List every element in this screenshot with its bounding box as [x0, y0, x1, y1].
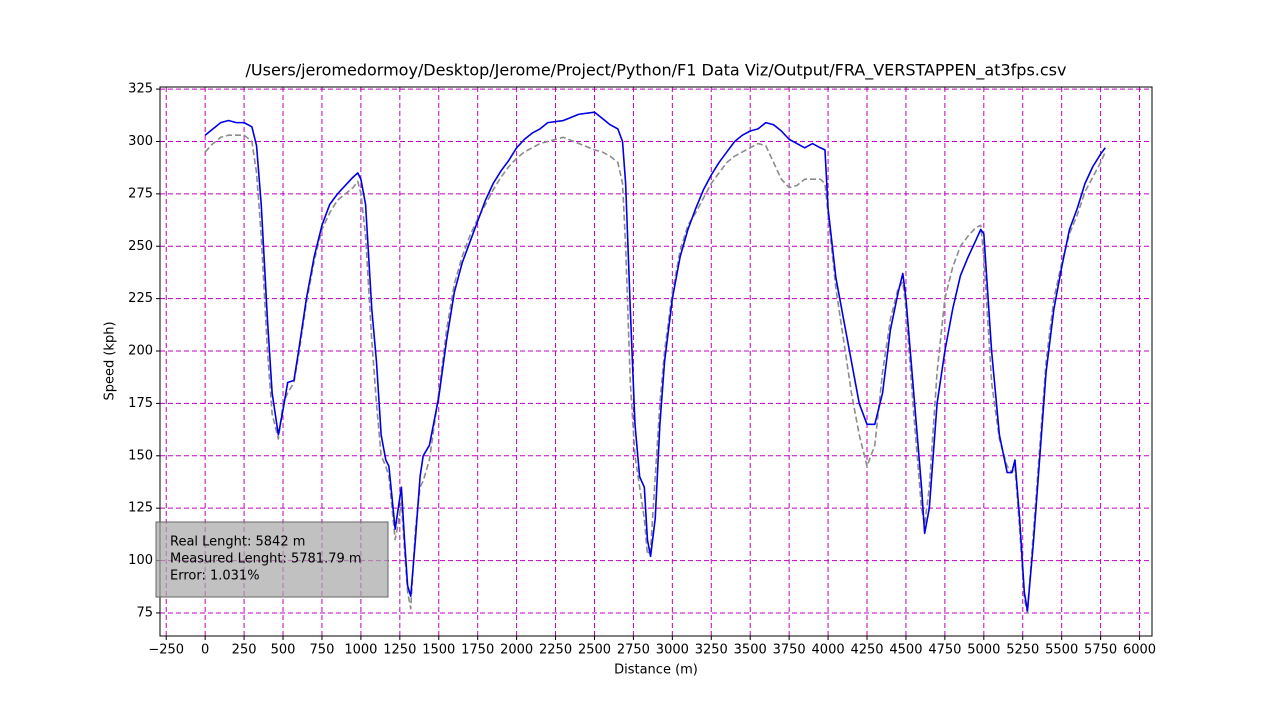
x-axis-label: Distance (m): [614, 663, 698, 678]
y-tick-label: 175: [128, 396, 153, 411]
x-tick-label: 1500: [422, 643, 455, 658]
x-tick-label: 3000: [656, 643, 689, 658]
y-tick-label: 150: [128, 448, 153, 463]
x-tick-label: 3500: [734, 643, 767, 658]
x-tick-label: −250: [148, 643, 184, 658]
x-tick-label: 5000: [967, 643, 1000, 658]
line-series: [204, 134, 1107, 614]
x-tick-label: 4500: [889, 643, 922, 658]
x-tick-label: 2250: [539, 643, 572, 658]
y-tick-label: 75: [136, 605, 153, 620]
y-axis-label: Speed (kph): [103, 321, 118, 400]
x-tick-label: 4750: [928, 643, 961, 658]
axes-frame: [159, 86, 1153, 637]
x-tick-label: 500: [271, 643, 296, 658]
annotation-text: Real Lenght: 5842 m: [170, 535, 305, 550]
y-tick-label: 300: [128, 134, 153, 149]
annotation-text: Error: 1.031%: [170, 569, 260, 584]
x-tick-label: 3750: [773, 643, 806, 658]
y-tick-label: 125: [128, 501, 153, 516]
y-tick-label: 275: [128, 186, 153, 201]
x-tick-label: 750: [310, 643, 335, 658]
x-tick-label: 5250: [1006, 643, 1039, 658]
x-tick-label: 5500: [1045, 643, 1078, 658]
y-tick-label: 325: [128, 82, 153, 97]
x-tick-label: 5750: [1084, 643, 1117, 658]
x-tick-label: 4250: [850, 643, 883, 658]
x-tick-label: 1000: [344, 643, 377, 658]
x-tick-label: 6000: [1123, 643, 1156, 658]
x-tick-label: 1750: [461, 643, 494, 658]
y-tick-label: 225: [128, 291, 153, 306]
line-series: [204, 111, 1106, 612]
y-tick-label: 250: [128, 239, 153, 254]
x-tick-label: 2500: [578, 643, 611, 658]
x-tick-label: 0: [201, 643, 209, 658]
x-tick-label: 3250: [695, 643, 728, 658]
y-tick-label: 200: [128, 344, 153, 359]
x-tick-label: 2750: [617, 643, 650, 658]
annotation-box: [155, 521, 389, 598]
chart-title: /Users/jeromedormoy/Desktop/Jerome/Proje…: [246, 61, 1067, 81]
annotation-text: Measured Lenght: 5781.79 m: [170, 552, 362, 567]
x-tick-label: 1250: [383, 643, 416, 658]
x-tick-label: 2000: [500, 643, 533, 658]
x-tick-label: 4000: [812, 643, 845, 658]
x-tick-label: 250: [232, 643, 257, 658]
y-tick-label: 100: [128, 553, 153, 568]
